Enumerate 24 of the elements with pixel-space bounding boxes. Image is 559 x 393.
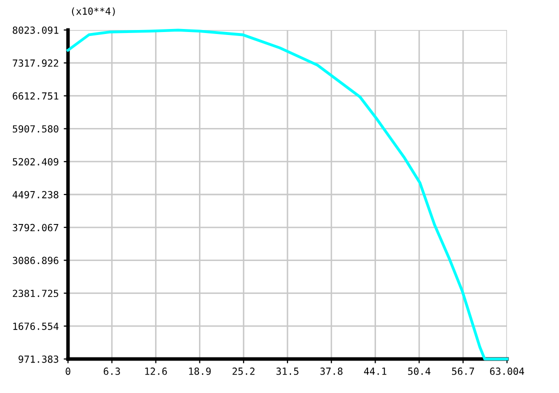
y-tick-label: 4497.238 bbox=[12, 191, 58, 198]
y-tick-label: 5202.409 bbox=[12, 158, 58, 166]
x-tick-label: 31.5 bbox=[276, 368, 298, 375]
y-tick-label: 5907.580 bbox=[12, 125, 58, 133]
x-tick-label: 56.7 bbox=[452, 368, 474, 375]
x-tick-label: 37.8 bbox=[320, 368, 342, 375]
y-tick-label: 7317.922 bbox=[12, 59, 58, 67]
x-tick-label: 12.6 bbox=[145, 368, 167, 375]
y-tick-label: 1676.554 bbox=[13, 322, 59, 330]
y-axis-title: (x10**4) bbox=[72, 7, 115, 16]
x-tick-label: 25.2 bbox=[232, 368, 254, 375]
y-tick-label: 3792.067 bbox=[12, 224, 58, 232]
x-tick-label: 6.3 bbox=[104, 368, 120, 375]
x-tick-label: 50.4 bbox=[408, 368, 430, 375]
x-tick-label: 63.004 bbox=[490, 368, 524, 375]
y-tick-label: 3086.896 bbox=[12, 256, 58, 264]
y-tick-label: 971.383 bbox=[18, 356, 58, 363]
y-tick-label: 6612.751 bbox=[12, 92, 58, 100]
x-tick-label: 18.9 bbox=[189, 368, 211, 375]
line-series bbox=[66, 28, 508, 360]
y-tick-label: 2381.725 bbox=[12, 290, 58, 298]
x-tick-label: 44.1 bbox=[364, 368, 386, 375]
y-tick-label: 8023.091 bbox=[12, 26, 58, 34]
x-tick-label: 0 bbox=[66, 368, 70, 375]
